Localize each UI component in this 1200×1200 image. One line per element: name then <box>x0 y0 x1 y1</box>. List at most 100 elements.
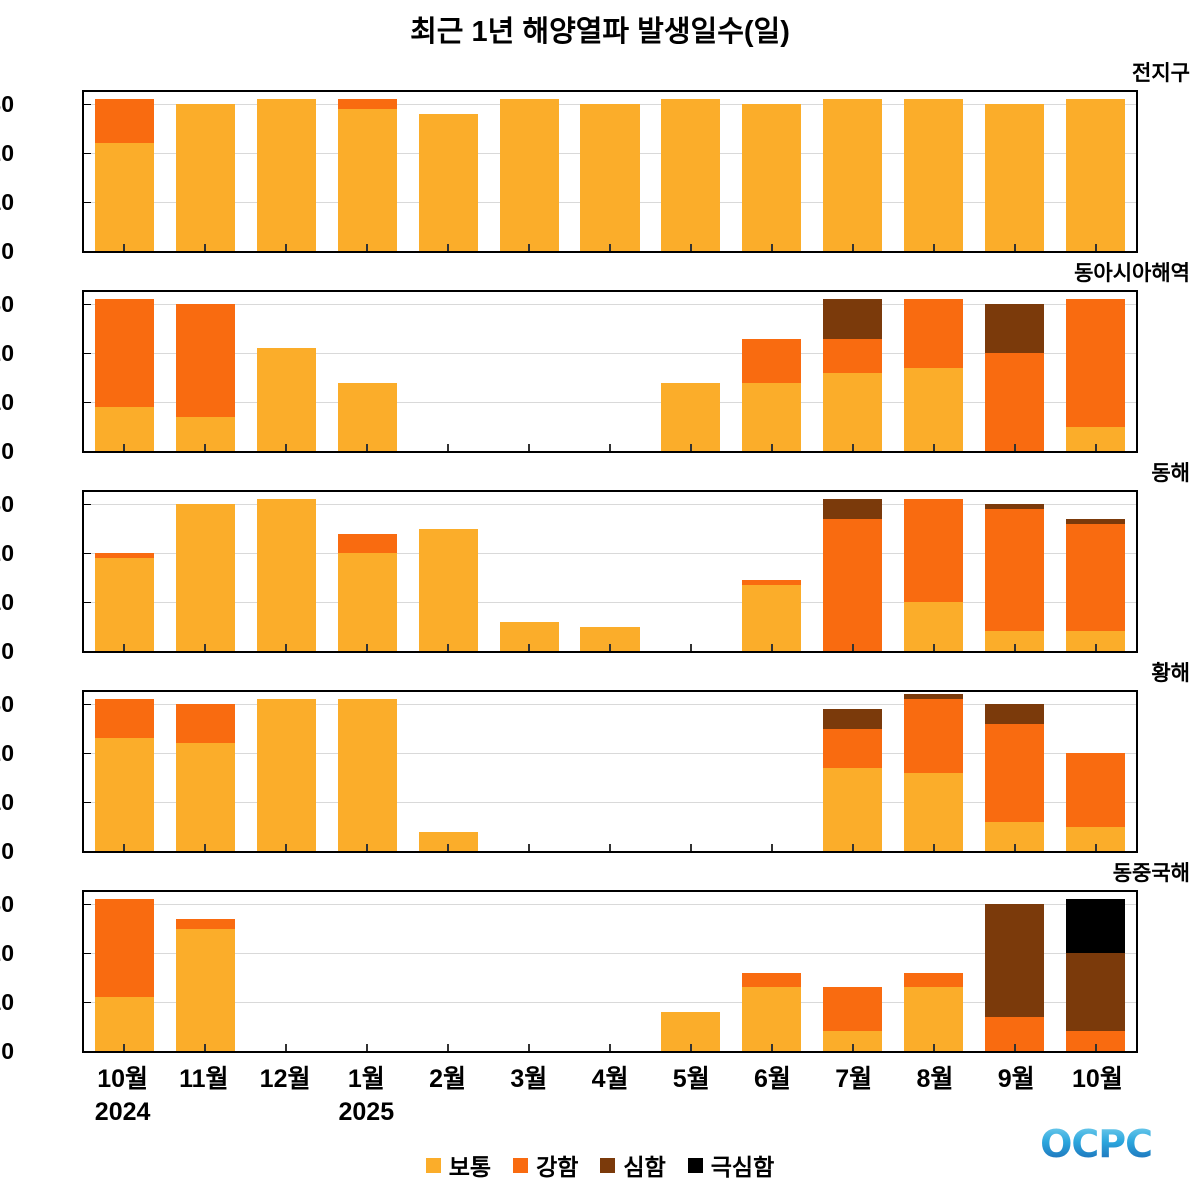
bar-segment <box>1065 953 1126 1032</box>
legend-label: 심함 <box>623 1154 666 1180</box>
x-tick-mark <box>528 1044 531 1051</box>
x-tick-mark <box>1094 444 1097 451</box>
stacked-bar[interactable] <box>94 553 154 651</box>
stacked-bar[interactable] <box>661 382 721 451</box>
bar-slot <box>812 92 893 251</box>
x-tick-mark <box>1013 844 1016 851</box>
legend-item[interactable]: 강함 <box>513 1148 578 1182</box>
bar-segment <box>1065 753 1126 827</box>
bar-slot <box>812 492 893 651</box>
stacked-bar[interactable] <box>823 709 883 851</box>
stacked-bar[interactable] <box>337 99 397 251</box>
bar-segment <box>175 918 235 929</box>
stacked-bar[interactable] <box>1065 899 1126 1051</box>
bar-segment <box>742 972 802 988</box>
bar-slot <box>408 292 489 451</box>
legend-item[interactable]: 심함 <box>600 1148 666 1182</box>
bar-segment <box>985 353 1045 451</box>
gridline <box>84 553 1136 555</box>
stacked-bar[interactable] <box>1065 99 1126 251</box>
x-tick-mark <box>608 844 611 851</box>
stacked-bar[interactable] <box>256 348 316 451</box>
bar-slot <box>731 892 812 1051</box>
stacked-bar[interactable] <box>94 899 154 1051</box>
bar-slot <box>974 92 1055 251</box>
stacked-bar[interactable] <box>904 99 964 251</box>
x-axis-label: 10월 <box>97 1065 149 1093</box>
stacked-bar[interactable] <box>1065 299 1126 451</box>
stacked-bar[interactable] <box>904 499 964 651</box>
stacked-bar[interactable] <box>742 580 802 651</box>
stacked-bar[interactable] <box>904 299 964 451</box>
stacked-bar[interactable] <box>580 104 640 251</box>
stacked-bar[interactable] <box>418 114 478 251</box>
legend-swatch-icon <box>687 1157 703 1173</box>
stacked-bar[interactable] <box>1065 518 1126 651</box>
legend-item[interactable]: 극심함 <box>687 1148 774 1182</box>
stacked-bar[interactable] <box>337 699 397 851</box>
stacked-bar[interactable] <box>904 694 964 851</box>
legend-swatch-icon <box>513 1157 529 1173</box>
stacked-bar[interactable] <box>823 499 883 651</box>
y-tick-label: 10 <box>0 989 14 1016</box>
gridline <box>84 504 1136 506</box>
stacked-bar[interactable] <box>661 99 721 251</box>
stacked-bar[interactable] <box>337 533 397 651</box>
stacked-bar[interactable] <box>985 104 1045 251</box>
bar-segment <box>985 504 1045 510</box>
bar-slot <box>489 892 570 1051</box>
stacked-bar[interactable] <box>985 304 1045 451</box>
legend-item[interactable]: 보통 <box>425 1148 491 1182</box>
bar-slot <box>812 292 893 451</box>
bar-segment <box>985 104 1045 251</box>
bar-segment <box>175 704 235 744</box>
stacked-bar[interactable] <box>985 504 1045 651</box>
stacked-bar[interactable] <box>175 104 235 251</box>
stacked-bar[interactable] <box>94 99 154 251</box>
stacked-bar[interactable] <box>985 704 1045 851</box>
stacked-bar[interactable] <box>256 99 316 251</box>
stacked-bar[interactable] <box>742 338 802 451</box>
stacked-bar[interactable] <box>175 704 235 851</box>
stacked-bar[interactable] <box>742 972 802 1051</box>
stacked-bar[interactable] <box>94 299 154 451</box>
stacked-bar[interactable] <box>1065 753 1126 851</box>
stacked-bar[interactable] <box>175 304 235 451</box>
bar-slot <box>570 492 651 651</box>
x-axis-year-label <box>651 1096 732 1128</box>
stacked-bar[interactable] <box>823 299 883 451</box>
stacked-bar[interactable] <box>418 528 478 651</box>
stacked-bar[interactable] <box>742 104 802 251</box>
stacked-bar[interactable] <box>499 99 559 251</box>
x-axis-year-label <box>244 1096 325 1128</box>
x-axis: 10월 11월 12월 1월 2월 3월 4월 5월 6월 7월 8월 9월 10월 2024 2025 <box>82 1062 1138 1132</box>
x-tick-mark <box>447 444 450 451</box>
stacked-bar[interactable] <box>256 499 316 651</box>
x-axis-year-label: 2024 <box>94 1098 151 1126</box>
x-tick-mark <box>932 244 935 251</box>
stacked-bar[interactable] <box>256 699 316 851</box>
stacked-bar[interactable] <box>175 504 235 651</box>
stacked-bar[interactable] <box>985 904 1045 1051</box>
y-tick-mark <box>84 904 91 906</box>
x-tick-mark <box>285 1044 288 1051</box>
bar-segment <box>823 338 883 373</box>
x-tick-mark <box>770 644 773 651</box>
stacked-bar[interactable] <box>823 99 883 251</box>
x-axis-label: 6월 <box>754 1065 791 1093</box>
stacked-bar[interactable] <box>337 382 397 451</box>
panel-label: 동아시아해역 <box>1074 262 1190 285</box>
stacked-bar[interactable] <box>418 832 478 851</box>
x-axis-years: 2024 2025 <box>82 1096 1138 1128</box>
stacked-bar[interactable] <box>823 987 883 1051</box>
x-axis-year-label <box>488 1096 569 1128</box>
gridline <box>84 904 1136 906</box>
x-tick-mark <box>1094 1044 1097 1051</box>
stacked-bar[interactable] <box>94 699 154 851</box>
panel-label: 황해 <box>1151 662 1190 685</box>
bar-segment <box>1065 299 1126 427</box>
x-tick-mark <box>770 444 773 451</box>
bar-slot <box>650 292 731 451</box>
stacked-bar[interactable] <box>904 972 964 1051</box>
stacked-bar[interactable] <box>175 918 235 1051</box>
